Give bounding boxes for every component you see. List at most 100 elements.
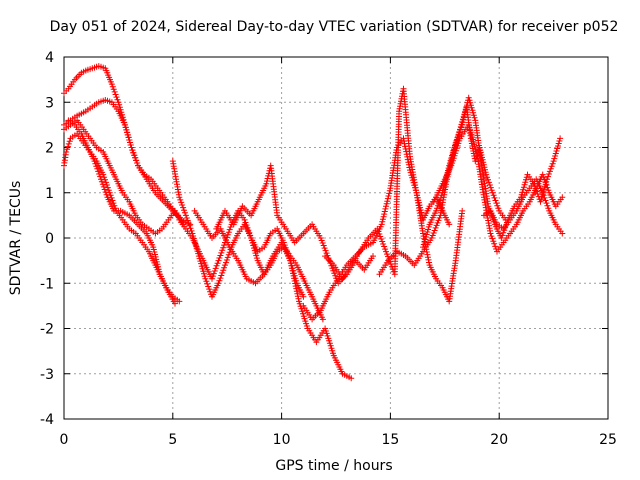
data-point bbox=[431, 227, 438, 234]
data-point bbox=[384, 198, 391, 205]
data-point bbox=[491, 194, 498, 201]
data-point bbox=[320, 242, 327, 249]
data-point bbox=[178, 199, 185, 206]
data-point bbox=[220, 267, 227, 274]
data-point bbox=[104, 184, 111, 191]
data-points bbox=[61, 63, 566, 382]
data-point bbox=[247, 232, 254, 239]
data-point bbox=[101, 174, 108, 181]
data-point bbox=[94, 165, 101, 172]
data-point bbox=[483, 171, 490, 178]
data-point bbox=[435, 200, 442, 207]
data-point bbox=[216, 277, 223, 284]
data-point bbox=[215, 280, 222, 287]
data-point bbox=[105, 187, 112, 194]
data-point bbox=[181, 209, 188, 216]
data-point bbox=[205, 283, 212, 290]
data-point bbox=[225, 251, 232, 258]
data-point bbox=[114, 96, 121, 103]
data-point bbox=[103, 179, 109, 186]
data-point bbox=[489, 235, 496, 242]
y-tick-label: 1 bbox=[45, 186, 54, 202]
data-point bbox=[129, 147, 136, 154]
data-point bbox=[539, 171, 546, 178]
data-point bbox=[113, 94, 120, 101]
data-point bbox=[319, 316, 326, 323]
data-point bbox=[433, 207, 440, 214]
data-point bbox=[300, 293, 307, 300]
data-point bbox=[218, 249, 225, 256]
data-point bbox=[381, 208, 388, 215]
y-tick-label: 4 bbox=[45, 50, 54, 66]
y-tick-label: -4 bbox=[40, 412, 54, 428]
data-point bbox=[102, 176, 108, 183]
data-point bbox=[488, 187, 495, 194]
data-point bbox=[544, 202, 551, 209]
data-point bbox=[221, 264, 228, 271]
data-point bbox=[218, 272, 225, 279]
data-point bbox=[543, 182, 550, 188]
series-track-g bbox=[176, 207, 326, 323]
data-point bbox=[541, 194, 548, 201]
data-point bbox=[386, 190, 393, 197]
data-point bbox=[128, 144, 135, 151]
data-point bbox=[263, 180, 270, 187]
data-point bbox=[66, 138, 73, 145]
data-point bbox=[217, 252, 224, 259]
data-point bbox=[242, 219, 249, 226]
data-point bbox=[378, 221, 385, 228]
data-point bbox=[385, 193, 392, 199]
data-point bbox=[557, 135, 564, 142]
data-point bbox=[172, 300, 178, 307]
data-point bbox=[485, 179, 492, 186]
data-point bbox=[176, 194, 183, 201]
data-point bbox=[487, 184, 494, 191]
data-point bbox=[546, 168, 553, 175]
data-point bbox=[212, 265, 219, 272]
data-point bbox=[206, 286, 213, 293]
data-point bbox=[64, 146, 70, 153]
data-point bbox=[110, 200, 117, 207]
data-point bbox=[556, 138, 563, 144]
data-point bbox=[466, 97, 473, 104]
data-point bbox=[204, 280, 211, 287]
data-point bbox=[491, 240, 498, 247]
data-point bbox=[549, 160, 556, 167]
data-point bbox=[485, 176, 491, 183]
x-tick-label: 20 bbox=[490, 432, 508, 448]
series-track-k bbox=[322, 85, 466, 305]
data-point bbox=[210, 270, 217, 277]
data-point bbox=[132, 154, 139, 161]
series-track-m bbox=[420, 94, 564, 251]
data-point bbox=[100, 171, 107, 178]
data-point bbox=[545, 187, 552, 194]
data-point bbox=[95, 168, 102, 175]
y-tick-label: 3 bbox=[45, 95, 54, 111]
data-point bbox=[64, 143, 71, 150]
data-point bbox=[107, 192, 114, 199]
series-track-n bbox=[430, 121, 566, 255]
data-point bbox=[458, 124, 465, 131]
data-point bbox=[213, 262, 220, 269]
data-point bbox=[559, 194, 566, 201]
data-point bbox=[434, 205, 440, 212]
data-point bbox=[545, 173, 551, 180]
data-point bbox=[223, 257, 230, 263]
data-point bbox=[224, 231, 231, 238]
grid-lines bbox=[64, 57, 608, 419]
data-point bbox=[227, 224, 234, 230]
data-point bbox=[493, 200, 500, 207]
data-point bbox=[91, 158, 98, 165]
data-point bbox=[176, 298, 183, 305]
data-point bbox=[456, 129, 463, 136]
y-axis-label: SDTVAR / TECUs bbox=[8, 181, 24, 296]
data-point bbox=[545, 171, 552, 177]
data-point bbox=[209, 275, 215, 282]
data-point bbox=[63, 149, 70, 155]
data-point bbox=[219, 269, 226, 276]
data-point bbox=[424, 254, 431, 261]
data-point bbox=[459, 207, 466, 214]
data-point bbox=[219, 247, 226, 254]
data-point bbox=[547, 165, 554, 172]
data-point bbox=[379, 216, 386, 223]
